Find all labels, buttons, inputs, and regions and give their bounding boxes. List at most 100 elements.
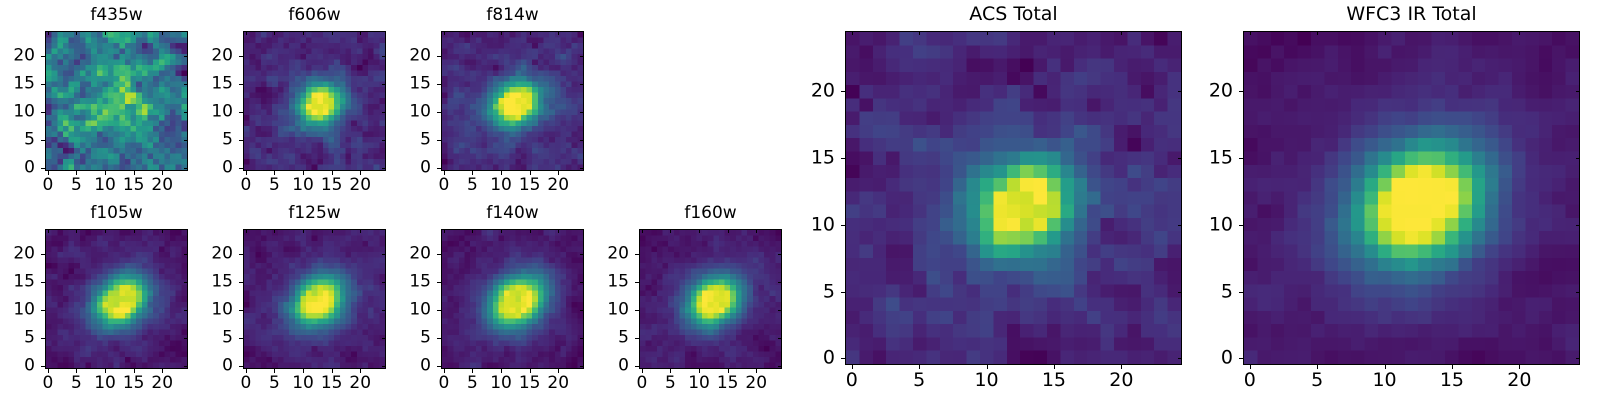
ytick-f160w-5 <box>635 338 639 340</box>
xtick-f814w-15 <box>529 171 531 175</box>
ytick-right-f606w-20 <box>382 56 386 58</box>
axes-f814w <box>441 31 584 171</box>
yticklabel-f606w-15: 15 <box>211 73 233 94</box>
xtick-f606w-15 <box>331 171 333 175</box>
xticklabel-wfc3-ir-total-20: 20 <box>1507 369 1532 391</box>
yticklabel-f125w-5: 5 <box>222 327 233 348</box>
xticklabel-f105w-5: 5 <box>71 373 82 393</box>
xtick-top-f160w-5 <box>670 229 672 233</box>
yticklabel-f606w-20: 20 <box>211 45 233 66</box>
ytick-right-f160w-0 <box>778 366 782 368</box>
ytick-f606w-15 <box>239 84 243 86</box>
xtick-f606w-20 <box>360 171 362 175</box>
xtick-f160w-15 <box>727 369 729 373</box>
yticklabel-f814w-20: 20 <box>409 45 431 66</box>
ytick-right-f140w-5 <box>580 338 584 340</box>
ytick-right-f606w-0 <box>382 168 386 170</box>
xticklabel-f125w-0: 0 <box>240 373 252 393</box>
yticklabel-wfc3-ir-total-10: 10 <box>1208 213 1233 236</box>
ytick-right-f814w-10 <box>580 112 584 114</box>
xtick-f606w-0 <box>245 171 247 175</box>
panel-f435w: f435w 0 5 10 15 20 0 5 10 15 20 <box>13 7 188 194</box>
ytick-wfc3-ir-total-10 <box>1239 224 1243 226</box>
panel-title-f606w: f606w <box>288 5 341 25</box>
xticklabel-f105w-10: 10 <box>94 373 116 393</box>
xticklabel-acs-total-0: 0 <box>845 369 858 391</box>
ytick-acs-total-5 <box>841 291 845 293</box>
panel-title-wfc3-ir-total: WFC3 IR Total <box>1346 3 1477 25</box>
panel-title-acs-total: ACS Total <box>969 3 1058 25</box>
axes-f140w <box>441 229 584 369</box>
axes-f606w <box>243 31 386 171</box>
yticklabel-f125w-15: 15 <box>211 271 233 292</box>
yticklabel-f140w-10: 10 <box>409 299 431 320</box>
xtick-top-wfc3-ir-total-5 <box>1317 31 1319 35</box>
ytick-right-f160w-5 <box>778 338 782 340</box>
xticklabel-wfc3-ir-total-15: 15 <box>1439 369 1465 391</box>
xtick-top-f435w-15 <box>133 31 135 35</box>
xtick-f140w-20 <box>558 369 560 373</box>
xticklabel-f105w-0: 0 <box>42 373 54 393</box>
xticklabel-f140w-20: 20 <box>547 373 570 393</box>
xtick-f125w-0 <box>245 369 247 373</box>
ytick-right-wfc3-ir-total-10 <box>1576 224 1580 226</box>
ytick-f435w-15 <box>41 84 45 86</box>
yticklabel-wfc3-ir-total-0: 0 <box>1220 346 1233 369</box>
xticklabel-f606w-10: 10 <box>292 175 314 195</box>
ytick-right-acs-total-10 <box>1178 224 1182 226</box>
xticklabel-f140w-5: 5 <box>467 373 478 393</box>
xtick-f140w-15 <box>529 369 531 373</box>
xticklabel-f125w-5: 5 <box>269 373 280 393</box>
ytick-right-f105w-15 <box>184 282 188 284</box>
xtick-top-f814w-20 <box>558 31 560 35</box>
xticklabel-f160w-20: 20 <box>745 373 768 393</box>
ytick-right-f814w-20 <box>580 56 584 58</box>
yticklabel-f606w-10: 10 <box>211 101 233 122</box>
xtick-f160w-5 <box>670 369 672 373</box>
xtick-f606w-10 <box>303 171 305 175</box>
xtick-f105w-0 <box>47 369 49 373</box>
xtick-f814w-5 <box>472 171 474 175</box>
ytick-f125w-0 <box>239 366 243 368</box>
xtick-top-f435w-0 <box>47 31 49 35</box>
xtick-f606w-5 <box>274 171 276 175</box>
ytick-right-f435w-10 <box>184 112 188 114</box>
xtick-top-f435w-10 <box>105 31 107 35</box>
xticklabel-f814w-15: 15 <box>518 175 541 195</box>
ytick-wfc3-ir-total-5 <box>1239 291 1243 293</box>
xtick-top-f105w-0 <box>47 229 49 233</box>
ytick-right-f125w-20 <box>382 254 386 256</box>
yticklabel-f160w-0: 0 <box>618 355 629 376</box>
xticklabel-f435w-20: 20 <box>151 175 174 195</box>
ytick-f125w-20 <box>239 254 243 256</box>
yticklabel-f125w-0: 0 <box>222 355 233 376</box>
ytick-acs-total-0 <box>841 358 845 360</box>
yticklabel-f814w-15: 15 <box>409 73 431 94</box>
xticklabel-f105w-15: 15 <box>122 373 145 393</box>
ytick-right-f105w-0 <box>184 366 188 368</box>
xtick-f140w-10 <box>501 369 503 373</box>
ytick-right-f105w-5 <box>184 338 188 340</box>
xtick-top-f105w-10 <box>105 229 107 233</box>
xticklabel-wfc3-ir-total-5: 5 <box>1311 369 1324 391</box>
ytick-f606w-10 <box>239 112 243 114</box>
panel-f814w: f814w 0 5 10 15 20 0 5 10 15 20 <box>409 7 584 194</box>
ytick-right-f105w-10 <box>184 310 188 312</box>
heatmap-image-f105w <box>46 230 187 368</box>
xtick-top-f105w-15 <box>133 229 135 233</box>
yticklabel-f814w-10: 10 <box>409 101 431 122</box>
xtick-top-acs-total-10 <box>986 31 988 35</box>
xtick-top-f606w-0 <box>245 31 247 35</box>
heatmap-image-acs-total <box>846 32 1181 364</box>
ytick-right-f814w-5 <box>580 140 584 142</box>
yticklabel-f105w-0: 0 <box>24 355 35 376</box>
ytick-f140w-15 <box>437 282 441 284</box>
ytick-f606w-5 <box>239 140 243 142</box>
xtick-f814w-10 <box>501 171 503 175</box>
yticklabel-acs-total-10: 10 <box>810 213 835 236</box>
ytick-f435w-5 <box>41 140 45 142</box>
ytick-right-wfc3-ir-total-0 <box>1576 358 1580 360</box>
xtick-top-f814w-15 <box>529 31 531 35</box>
heatmap-image-f435w <box>46 32 187 170</box>
xtick-wfc3-ir-total-15 <box>1451 365 1453 369</box>
